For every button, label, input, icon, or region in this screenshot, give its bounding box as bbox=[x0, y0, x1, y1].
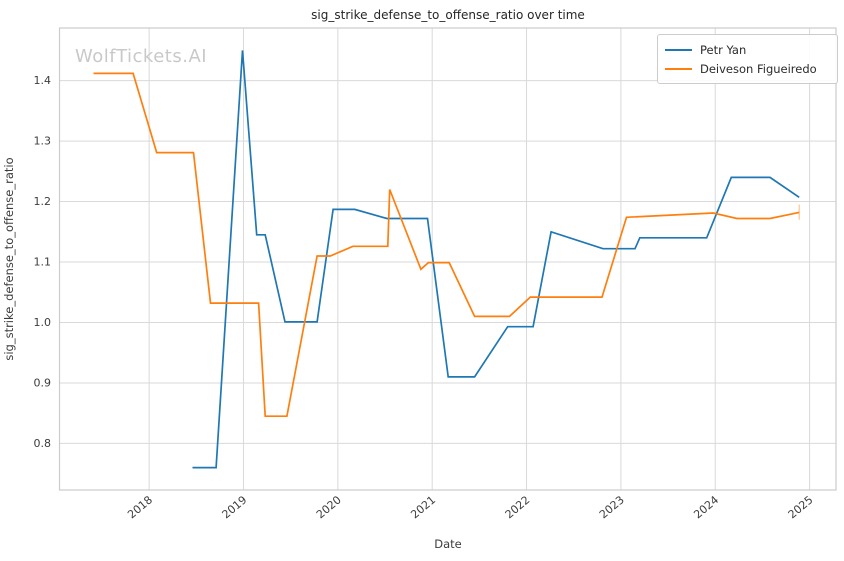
x-tick-label-2019: 2019 bbox=[220, 493, 250, 521]
y-tick-label-1.4: 1.4 bbox=[34, 74, 52, 87]
y-tick-label-1: 1.0 bbox=[34, 316, 52, 329]
series-line-deiveson-figueiredo bbox=[93, 72, 800, 418]
x-tick-label-2022: 2022 bbox=[503, 493, 533, 521]
legend: Petr Yan Deiveson Figueiredo bbox=[657, 34, 838, 84]
x-tick-label-2021: 2021 bbox=[408, 493, 438, 521]
legend-label: Petr Yan bbox=[700, 42, 747, 57]
x-tick-label-2025: 2025 bbox=[786, 493, 816, 521]
x-tick-label-2018: 2018 bbox=[125, 493, 155, 521]
legend-line-swatch bbox=[665, 67, 692, 70]
chart-title: sig_strike_defense_to_offense_ratio over… bbox=[311, 8, 585, 22]
x-axis-label: Date bbox=[434, 537, 462, 551]
legend-entry-petr-yan: Petr Yan bbox=[665, 40, 829, 59]
y-axis-label: sig_strike_defense_to_offense_ratio bbox=[2, 157, 16, 361]
y-tick-label-1.1: 1.1 bbox=[34, 256, 52, 269]
legend-entry-deiveson-figueiredo: Deiveson Figueiredo bbox=[665, 59, 829, 78]
x-tick-label-2020: 2020 bbox=[314, 493, 344, 521]
y-tick-label-0.8: 0.8 bbox=[34, 437, 52, 450]
legend-line-swatch bbox=[665, 48, 692, 51]
x-tick-label-2024: 2024 bbox=[691, 493, 721, 521]
watermark: WolfTickets.AI bbox=[75, 46, 208, 67]
series-line-petr-yan bbox=[192, 50, 800, 469]
y-tick-label-0.9: 0.9 bbox=[34, 376, 52, 389]
y-tick-label-1.2: 1.2 bbox=[34, 195, 52, 208]
x-tick-label-2023: 2023 bbox=[597, 493, 627, 521]
plot-frame bbox=[58, 27, 837, 491]
legend-label: Deiveson Figueiredo bbox=[700, 61, 817, 76]
y-tick-label-1.3: 1.3 bbox=[34, 135, 52, 148]
